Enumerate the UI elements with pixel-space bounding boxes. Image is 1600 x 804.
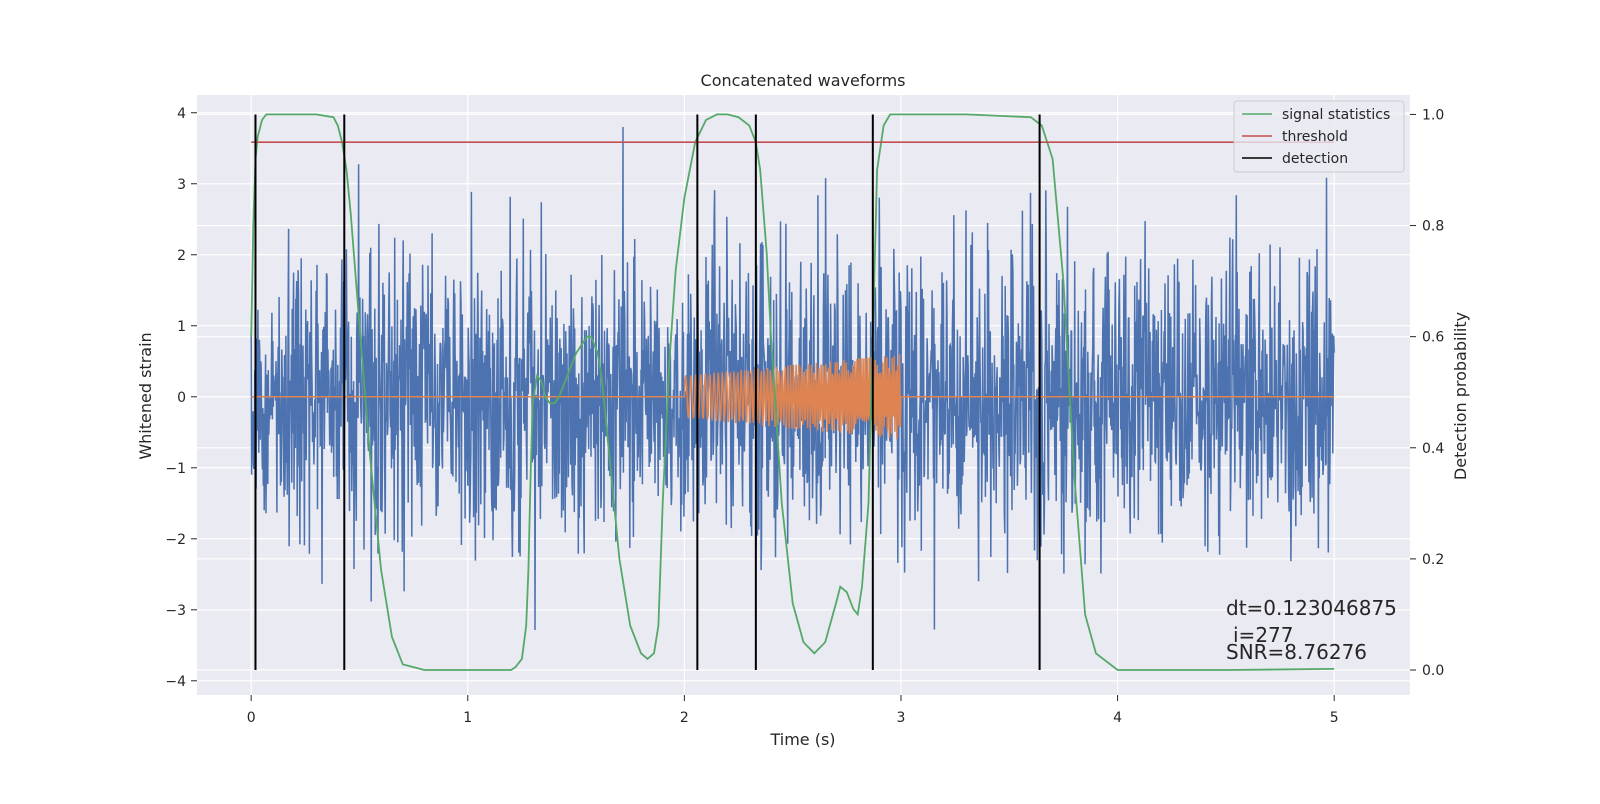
x-axis-label: Time (s)	[769, 730, 835, 749]
y-axis-label: Whitened strain	[136, 332, 155, 459]
y2-tick-label-2: 0.6	[1422, 330, 1444, 346]
y-tick-label-4: 0	[177, 390, 186, 406]
x-tick-label-3: 3	[897, 710, 906, 726]
y2-tick-label-3: 0.4	[1422, 441, 1444, 457]
y-tick-label-0: 4	[177, 106, 186, 122]
chart-title: Concatenated waveforms	[701, 71, 906, 90]
legend-label-threshold: threshold	[1282, 129, 1348, 145]
y-tick-label-5: −1	[165, 461, 186, 477]
annotations: dt=0.123046875 i=277 SNR=8.76276	[1226, 596, 1397, 664]
y-tick-label-8: −4	[165, 674, 186, 690]
y-tick-label-6: −2	[165, 532, 186, 548]
legend: signal statistics threshold detection	[1233, 100, 1405, 173]
injection-line	[251, 354, 1335, 439]
x-tick-label-1: 1	[463, 710, 472, 726]
y2-tick-label-0: 1.0	[1422, 107, 1444, 123]
x-tick-label-2: 2	[680, 710, 689, 726]
y-tick-label-7: −3	[165, 603, 186, 619]
y-tick-label-1: 3	[177, 177, 186, 193]
x-tick-label-0: 0	[247, 710, 256, 726]
annotation-dt: dt=0.123046875	[1226, 596, 1397, 620]
x-tick-label-4: 4	[1113, 710, 1122, 726]
signal-statistics-line	[250, 113, 1335, 671]
y2-tick-label-1: 0.8	[1422, 219, 1444, 235]
series-layer	[250, 113, 1335, 671]
y2-axis-label: Detection probability	[1451, 312, 1470, 480]
y-tick-label-2: 2	[177, 248, 186, 264]
legend-label-signal-statistics: signal statistics	[1282, 107, 1390, 123]
legend-label-detection: detection	[1282, 151, 1348, 167]
y-tick-label-3: 1	[177, 319, 186, 335]
y2-tick-label-4: 0.2	[1422, 552, 1444, 568]
legend-frame	[1233, 100, 1405, 173]
annotation-i: i=277	[1233, 623, 1294, 647]
y2-tick-label-5: 0.0	[1422, 663, 1444, 679]
ticks: 0 1 2 3 4 5 4 3 2 1 0 −1 −2 −3 −4 1.0 0.8 0.6 0.4 0.2 0.0	[165, 106, 1444, 726]
strain-line	[250, 126, 1335, 631]
annotation-snr: SNR=8.76276	[1226, 640, 1367, 664]
x-tick-label-5: 5	[1330, 710, 1339, 726]
